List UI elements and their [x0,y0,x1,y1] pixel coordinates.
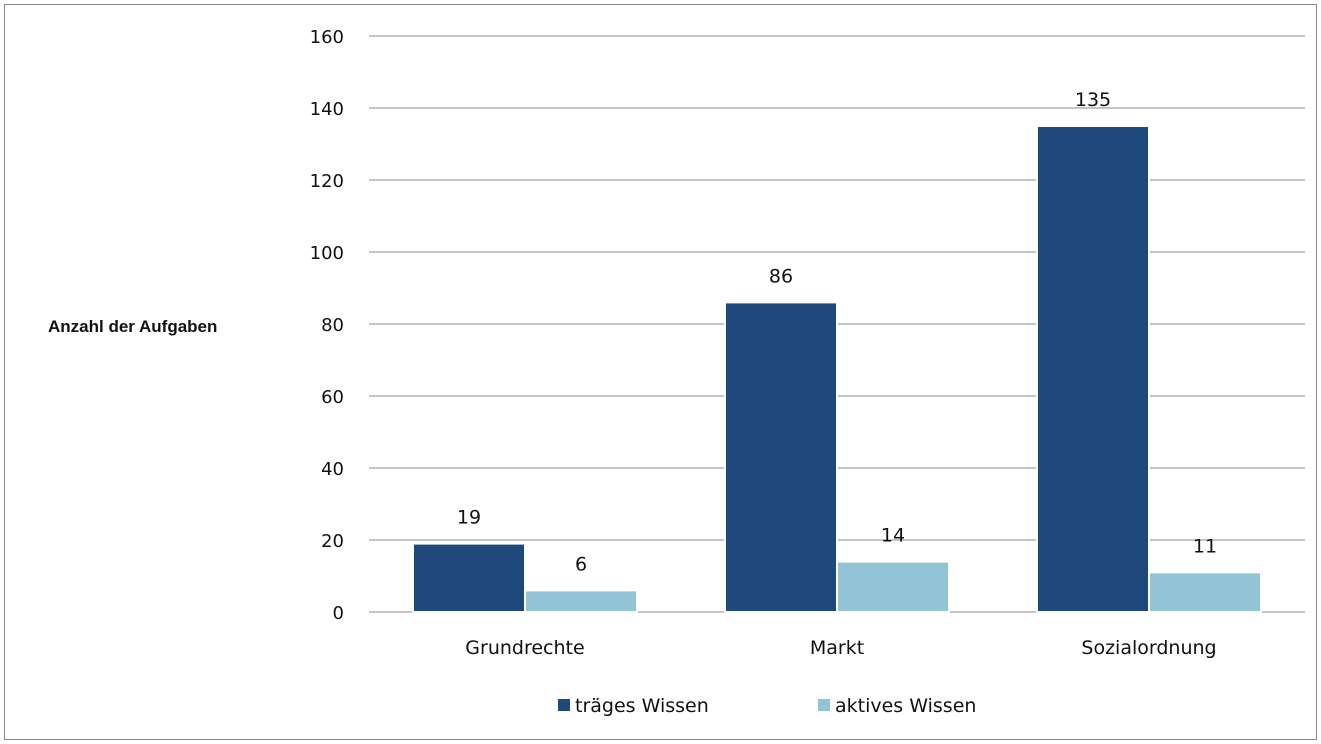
legend-swatch [558,699,570,711]
y-tick-label: 0 [333,603,344,624]
y-tick-label: 20 [321,531,344,552]
y-tick-label: 120 [310,171,344,192]
data-labels: 19 6 86 14 135 11 [457,89,1217,575]
data-label: 6 [575,553,587,575]
bar [412,542,526,613]
bars [412,125,1262,614]
legend-swatch [818,699,830,711]
y-axis-ticks: 0 20 40 60 80 100 120 140 160 [310,27,344,624]
y-axis-label: Anzahl der Aufgaben [48,317,217,336]
y-tick-label: 160 [310,27,344,48]
x-tick-label: Markt [810,637,864,659]
data-label: 135 [1075,89,1111,111]
data-label: 19 [457,507,481,529]
y-tick-label: 80 [321,315,344,336]
y-tick-label: 40 [321,459,344,480]
data-label: 86 [769,265,793,287]
legend-label: träges Wissen [575,695,709,717]
data-label: 14 [881,525,905,547]
legend: träges Wissen aktives Wissen [558,695,976,717]
legend-label: aktives Wissen [835,695,976,717]
x-tick-label: Grundrechte [465,637,584,659]
bar [724,301,838,613]
y-tick-label: 140 [310,99,344,120]
bar [836,560,950,613]
bar [1036,125,1150,613]
y-tick-label: 60 [321,387,344,408]
bar [524,589,638,614]
category-labels: Grundrechte Markt Sozialordnung [465,637,1216,659]
data-label: 11 [1193,535,1217,557]
y-tick-label: 100 [310,243,344,264]
x-tick-label: Sozialordnung [1081,637,1216,659]
bar [1148,571,1262,614]
